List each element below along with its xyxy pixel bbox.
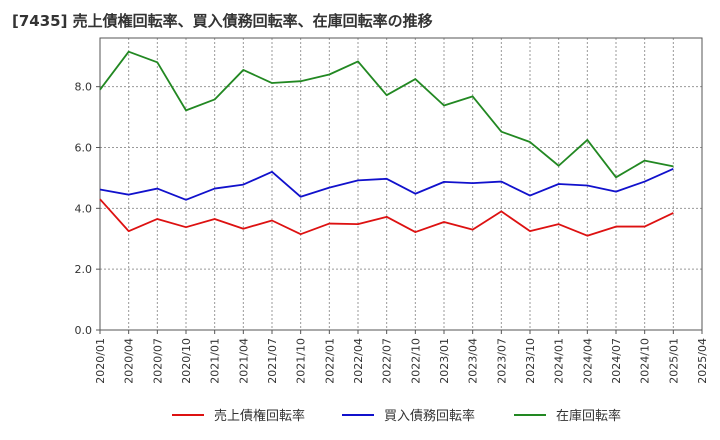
x-tick-label: 2022/04: [352, 338, 365, 384]
x-tick-label: 2025/01: [667, 338, 680, 384]
legend-label-3: 在庫回転率: [556, 408, 621, 424]
x-tick-label: 2025/04: [696, 338, 709, 384]
x-tick-label: 2020/04: [123, 338, 136, 384]
legend: 売上債権回転率 買入債務回転率 在庫回転率: [172, 408, 621, 424]
x-tick-label: 2023/04: [467, 338, 480, 384]
chart-title: [7435] 売上債権回転率、買入債務回転率、在庫回転率の推移: [12, 12, 433, 30]
x-tick-label: 2024/07: [610, 338, 623, 384]
x-tick-label: 2023/01: [438, 338, 451, 384]
x-tick-label: 2021/10: [295, 338, 308, 384]
y-tick-label: 0.0: [75, 324, 93, 337]
y-tick-label: 6.0: [75, 142, 93, 155]
x-tick-label: 2021/04: [237, 338, 250, 384]
x-tick-label: 2023/07: [495, 338, 508, 384]
plot-frame: [99, 37, 703, 331]
series-lines: [99, 50, 674, 237]
y-tick-label: 4.0: [75, 202, 93, 215]
x-tick-label: 2024/01: [553, 338, 566, 384]
x-tick-label: 2022/07: [381, 338, 394, 384]
x-axis: 2020/01 2020/04 2020/07 2020/10 2021/01 2021/…: [94, 330, 709, 384]
grid: [99, 38, 703, 331]
x-tick-label: 2021/01: [209, 338, 222, 384]
x-tick-label: 2024/10: [639, 338, 652, 384]
y-tick-label: 8.0: [75, 81, 93, 94]
y-axis: 0.0 2.0 4.0 6.0 8.0: [75, 81, 100, 337]
x-tick-label: 2021/07: [266, 338, 279, 384]
x-tick-label: 2024/04: [581, 338, 594, 384]
legend-label-2: 買入債務回転率: [384, 408, 475, 424]
x-tick-label: 2020/01: [94, 338, 107, 384]
legend-label-1: 売上債権回転率: [214, 408, 305, 424]
x-tick-label: 2020/07: [151, 338, 164, 384]
y-tick-label: 2.0: [75, 263, 93, 276]
x-tick-label: 2020/10: [180, 338, 193, 384]
x-tick-label: 2022/01: [323, 338, 336, 384]
x-tick-label: 2022/10: [409, 338, 422, 384]
x-tick-label: 2023/10: [524, 338, 537, 384]
